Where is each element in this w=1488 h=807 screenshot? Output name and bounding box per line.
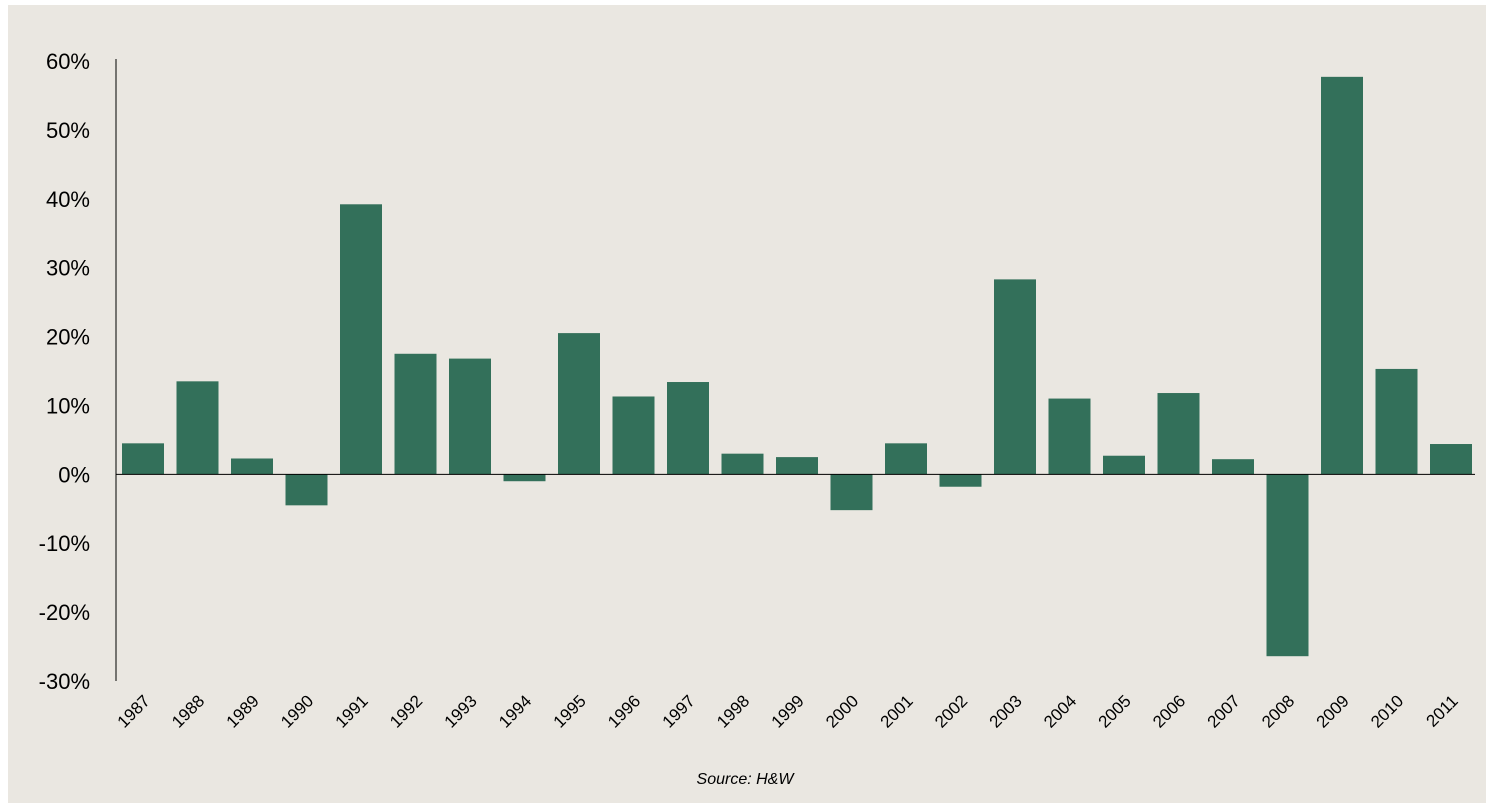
bar-2009 <box>1321 76 1363 475</box>
y-axis-ticks: -30% -20% -10% 0% 10% 20% 30% 40% 50% 60% <box>39 49 90 694</box>
y-tick-label: 20% <box>46 325 90 350</box>
bar-1996 <box>612 396 655 475</box>
source-note: Source: H&W <box>697 771 796 788</box>
y-tick-label: 60% <box>46 49 90 74</box>
bar-2004 <box>1048 398 1091 475</box>
bar-1989 <box>231 458 273 475</box>
y-tick-label: 0% <box>58 462 90 487</box>
bar-1998 <box>721 453 764 475</box>
bar-2010 <box>1375 368 1418 475</box>
chart-background <box>8 5 1486 803</box>
y-tick-label: -20% <box>39 600 90 625</box>
bar-2008 <box>1266 474 1309 657</box>
bar-2001 <box>885 443 927 475</box>
bar-1999 <box>776 457 818 475</box>
y-tick-label: 10% <box>46 393 90 418</box>
bar-1988 <box>176 381 219 475</box>
bar-2002 <box>939 474 982 487</box>
bar-1997 <box>667 382 709 475</box>
bar-1991 <box>340 204 382 475</box>
bar-1993 <box>449 358 491 475</box>
y-tick-label: 30% <box>46 256 90 281</box>
y-tick-label: -10% <box>39 531 90 556</box>
bar-2011 <box>1430 444 1472 475</box>
bar-2007 <box>1212 459 1254 475</box>
bar-1992 <box>394 353 437 475</box>
bar-1987 <box>122 443 164 475</box>
bar-1994 <box>503 474 546 482</box>
y-tick-label: 50% <box>46 118 90 143</box>
y-tick-label: 40% <box>46 187 90 212</box>
y-tick-label: -30% <box>39 669 90 694</box>
bar-2000 <box>830 474 873 511</box>
bars-group <box>122 76 1472 657</box>
bar-2005 <box>1103 455 1145 475</box>
bar-2006 <box>1157 393 1200 475</box>
bar-1995 <box>558 333 600 475</box>
bar-1990 <box>285 474 328 506</box>
bar-2003 <box>994 279 1036 475</box>
